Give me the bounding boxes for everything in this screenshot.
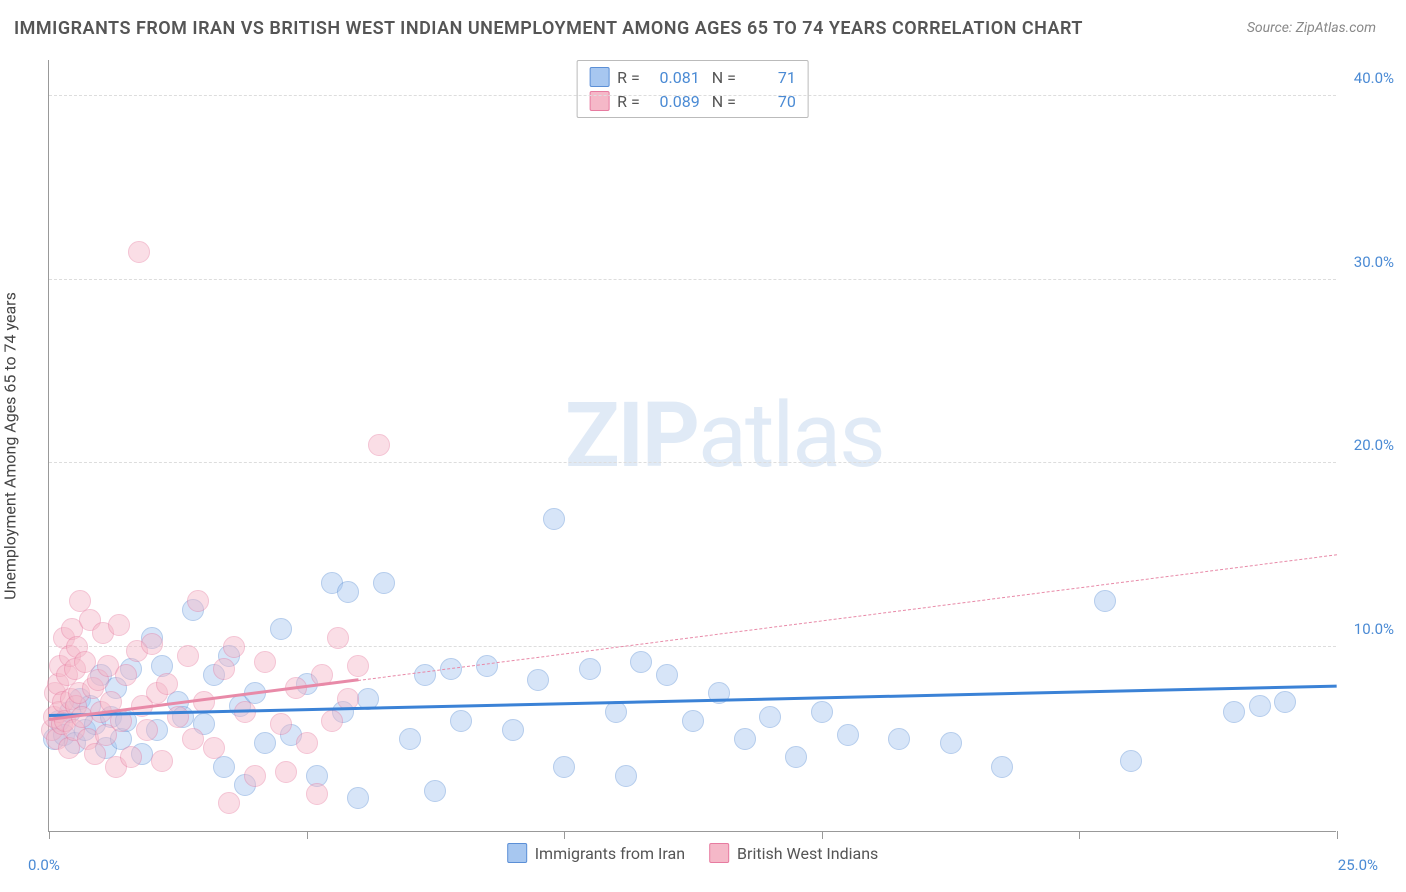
legend-n-value-1: 71 (744, 68, 796, 87)
scatter-point (1274, 691, 1296, 713)
scatter-point (450, 710, 472, 732)
y-tick-label: 20.0% (1354, 436, 1394, 454)
legend-n-label: N = (708, 68, 736, 87)
scatter-point (136, 719, 158, 741)
x-tick (1079, 831, 1080, 839)
scatter-point (424, 780, 446, 802)
legend-label: Immigrants from Iran (535, 844, 685, 863)
scatter-point (476, 655, 498, 677)
scatter-point (213, 658, 235, 680)
scatter-point (141, 633, 163, 655)
scatter-point (187, 590, 209, 612)
watermark: ZIPatlas (565, 383, 884, 488)
scatter-point (244, 765, 266, 787)
correlation-legend: R = 0.081 N = 71 R = 0.089 N = 70 (576, 60, 809, 118)
scatter-point (270, 618, 292, 640)
scatter-point (682, 710, 704, 732)
scatter-point (128, 241, 150, 263)
x-tick (1337, 831, 1338, 839)
scatter-point (115, 664, 137, 686)
gridline (49, 462, 1336, 463)
legend-item-bwi: British West Indians (709, 843, 878, 863)
legend-item-iran: Immigrants from Iran (507, 843, 685, 863)
y-tick-label: 10.0% (1354, 620, 1394, 638)
legend-r-value-1: 0.081 (648, 68, 700, 87)
y-tick-label: 30.0% (1354, 253, 1394, 271)
scatter-point (785, 746, 807, 768)
x-tick (307, 831, 308, 839)
legend-row-series-2: R = 0.089 N = 70 (589, 89, 796, 113)
scatter-point (759, 706, 781, 728)
scatter-point (811, 701, 833, 723)
scatter-point (553, 756, 575, 778)
trend-line (358, 554, 1337, 681)
x-axis-max-label: 25.0% (1338, 856, 1378, 874)
scatter-point (167, 706, 189, 728)
scatter-point (1094, 590, 1116, 612)
scatter-point (151, 750, 173, 772)
scatter-point (347, 655, 369, 677)
scatter-point (1249, 695, 1271, 717)
scatter-point (399, 728, 421, 750)
scatter-point (615, 765, 637, 787)
scatter-point (306, 783, 328, 805)
scatter-point (337, 581, 359, 603)
scatter-point (254, 651, 276, 673)
legend-label: British West Indians (737, 844, 878, 863)
scatter-point (156, 673, 178, 695)
scatter-point (543, 508, 565, 530)
scatter-point (527, 669, 549, 691)
gridline (49, 95, 1336, 96)
scatter-point (254, 732, 276, 754)
source-attribution: Source: ZipAtlas.com (1247, 20, 1376, 36)
scatter-point (223, 636, 245, 658)
y-tick-label: 40.0% (1354, 69, 1394, 87)
chart-title: IMMIGRANTS FROM IRAN VS BRITISH WEST IND… (14, 18, 1083, 39)
scatter-point (991, 756, 1013, 778)
scatter-point (327, 627, 349, 649)
scatter-point (296, 732, 318, 754)
scatter-point (414, 664, 436, 686)
legend-swatch-blue (507, 843, 527, 863)
scatter-point (218, 792, 240, 814)
scatter-point (656, 664, 678, 686)
scatter-point (182, 728, 204, 750)
scatter-point (940, 732, 962, 754)
scatter-point (502, 719, 524, 741)
x-axis-min-label: 0.0% (28, 856, 60, 874)
scatter-point (177, 645, 199, 667)
scatter-plot-area: ZIPatlas R = 0.081 N = 71 R = 0.089 N = … (48, 60, 1336, 832)
scatter-point (888, 728, 910, 750)
scatter-point (270, 713, 292, 735)
series-legend: Immigrants from Iran British West Indian… (507, 843, 879, 863)
x-tick (564, 831, 565, 839)
scatter-point (120, 746, 142, 768)
legend-swatch-blue (589, 67, 609, 87)
scatter-point (837, 724, 859, 746)
scatter-point (373, 572, 395, 594)
scatter-point (275, 761, 297, 783)
legend-row-series-1: R = 0.081 N = 71 (589, 65, 796, 89)
scatter-point (579, 658, 601, 680)
y-axis-label: Unemployment Among Ages 65 to 74 years (1, 138, 20, 446)
scatter-point (203, 737, 225, 759)
scatter-point (630, 651, 652, 673)
scatter-point (368, 434, 390, 456)
x-tick (49, 831, 50, 839)
scatter-point (347, 787, 369, 809)
scatter-point (1223, 701, 1245, 723)
scatter-point (1120, 750, 1142, 772)
legend-swatch-pink (709, 843, 729, 863)
scatter-point (321, 710, 343, 732)
scatter-point (108, 614, 130, 636)
scatter-point (734, 728, 756, 750)
x-tick (822, 831, 823, 839)
legend-r-label: R = (617, 68, 640, 87)
gridline (49, 279, 1336, 280)
